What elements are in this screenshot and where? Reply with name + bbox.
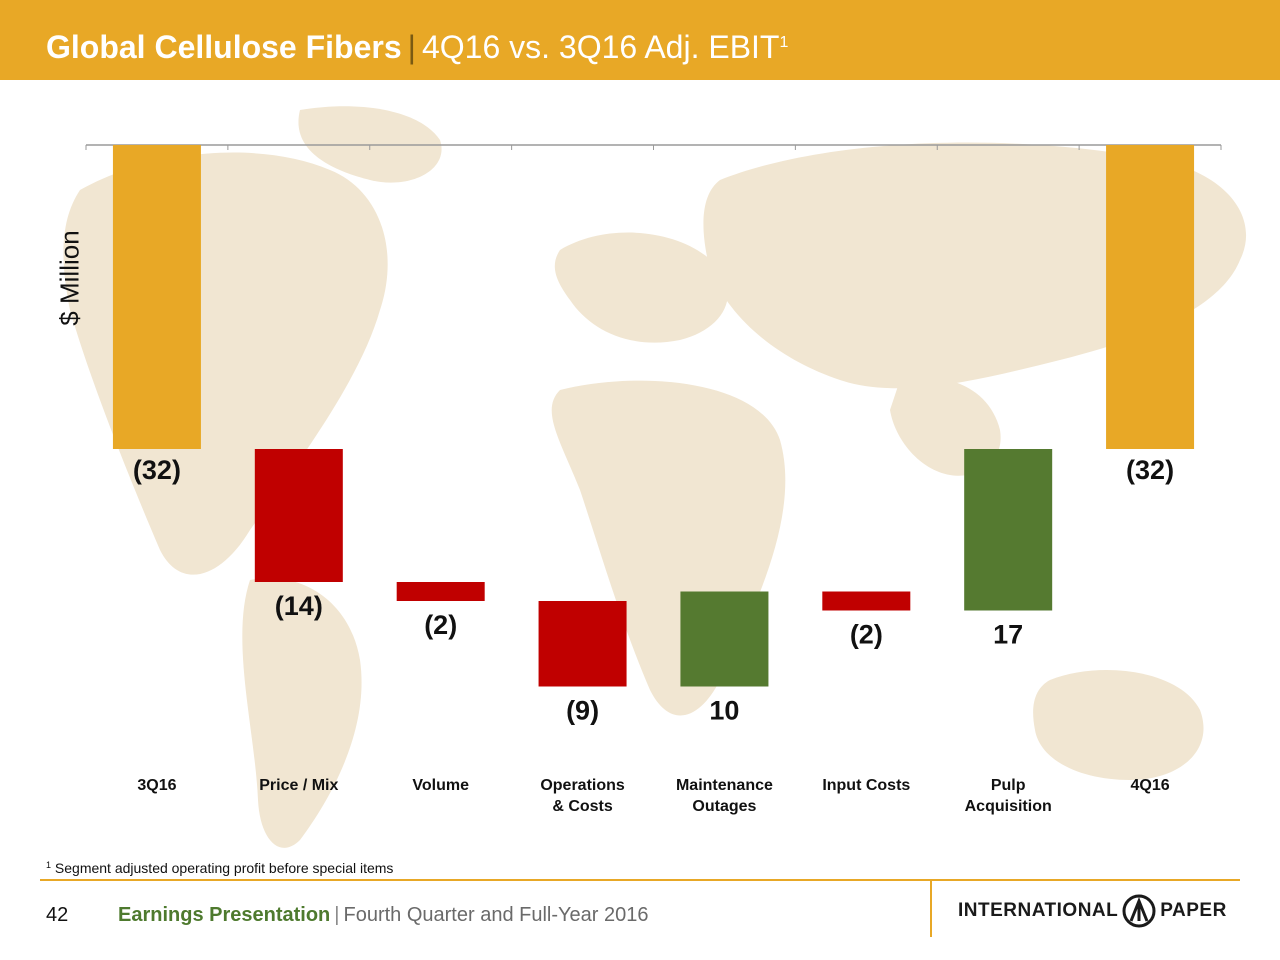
category-label: 4Q16 — [1130, 777, 1169, 794]
value-label: (14) — [275, 591, 323, 621]
footnote-text: Segment adjusted operating profit before… — [54, 860, 394, 876]
category-label: Acquisition — [965, 798, 1052, 815]
category-label: 3Q16 — [137, 777, 176, 794]
category-label: Price / Mix — [259, 777, 338, 794]
category-label: Pulp — [991, 777, 1026, 794]
value-label: 17 — [993, 620, 1023, 650]
value-label: (9) — [566, 696, 599, 726]
category-label: & Costs — [552, 798, 613, 815]
footnote: 1 Segment adjusted operating profit befo… — [46, 860, 393, 876]
bar-3q16 — [112, 145, 201, 449]
value-label: (2) — [424, 610, 457, 640]
title-main: Global Cellulose Fibers — [46, 29, 402, 65]
bar-input-costs — [822, 591, 911, 611]
logo-text-left: INTERNATIONAL — [958, 900, 1119, 921]
category-label: Input Costs — [822, 777, 910, 794]
page-title: Global Cellulose Fibers | 4Q16 vs. 3Q16 Ad… — [46, 28, 788, 66]
category-label: Volume — [412, 777, 469, 794]
category-label: Operations — [540, 777, 625, 794]
value-label: 10 — [709, 696, 739, 726]
bar-volume — [396, 582, 485, 601]
company-logo: INTERNATIONAL PAPER — [958, 893, 1227, 929]
value-label: (32) — [1126, 455, 1174, 485]
footer-divider — [40, 879, 1240, 881]
bar-pulp-acquisition — [964, 449, 1053, 611]
logo-mark-icon — [1122, 894, 1156, 928]
footnote-marker: 1 — [46, 860, 52, 870]
category-label: Maintenance — [676, 777, 773, 794]
bar-maintenance-outages — [680, 591, 769, 687]
header-bar — [0, 0, 1280, 80]
title-footnote-marker: 1 — [779, 34, 789, 51]
footer-subtitle: Fourth Quarter and Full-Year 2016 — [343, 904, 649, 926]
value-label: (2) — [850, 620, 883, 650]
title-subtitle: 4Q16 vs. 3Q16 Adj. EBIT — [421, 29, 780, 65]
bar-price-mix — [254, 449, 343, 582]
logo-text-right: PAPER — [1160, 900, 1227, 921]
bar-4q16 — [1106, 145, 1195, 449]
bar-operations-costs — [538, 601, 627, 687]
footer-vertical-divider — [930, 881, 932, 937]
footer-presentation: Earnings Presentation — [118, 904, 331, 926]
value-label: (32) — [133, 455, 181, 485]
title-separator: | — [407, 29, 416, 65]
footer-caption: Earnings Presentation | Fourth Quarter and… — [118, 904, 648, 927]
footer-separator: | — [334, 904, 340, 926]
page-number: 42 — [46, 904, 69, 926]
category-label: Outages — [692, 798, 756, 815]
